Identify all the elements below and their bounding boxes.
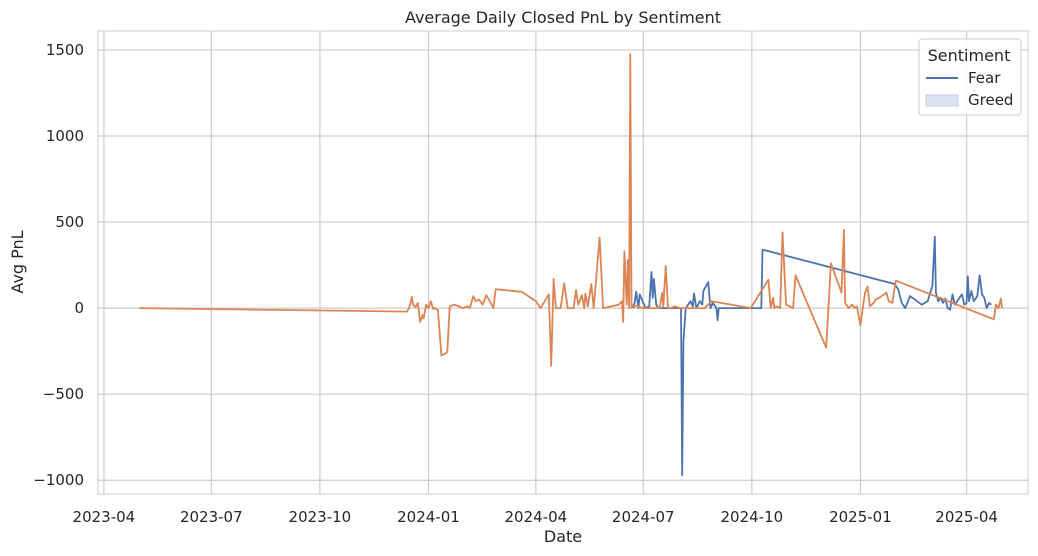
x-tick-label: 2025-01	[829, 508, 892, 526]
x-axis-title: Date	[544, 527, 582, 546]
x-tick-label: 2023-04	[73, 508, 136, 526]
chart-title: Average Daily Closed PnL by Sentiment	[405, 8, 721, 27]
x-tick-label: 2023-10	[289, 508, 352, 526]
legend-label-greed: Greed	[968, 91, 1013, 109]
series-line-fear	[632, 235, 992, 477]
y-tick-label: −1000	[33, 471, 84, 489]
legend-greed-patch-marker	[925, 94, 959, 107]
x-tick-label: 2024-10	[720, 508, 783, 526]
y-tick-label: −500	[43, 385, 84, 403]
y-tick-label: 1000	[46, 127, 84, 145]
legend-label-fear: Fear	[968, 69, 1001, 87]
x-tick-label: 2025-04	[935, 508, 998, 526]
x-tick-label: 2024-01	[397, 508, 460, 526]
legend-title: Sentiment	[928, 46, 1011, 65]
legend: Sentiment Fear Greed	[918, 38, 1022, 116]
x-axis-ticks: 2023-04 2023-07 2023-10 2024-01 2024-04 2024-…	[73, 508, 998, 526]
y-tick-label: 1500	[46, 41, 84, 59]
x-tick-label: 2024-07	[612, 508, 675, 526]
series-lines	[139, 53, 1003, 477]
x-tick-label: 2024-04	[505, 508, 568, 526]
series-line-greed	[139, 53, 1003, 367]
grid-lines	[98, 31, 1028, 494]
plot-area	[97, 30, 1029, 495]
x-tick-label: 2023-07	[180, 508, 243, 526]
y-axis-ticks: −1000 −500 0 500 1000 1500	[33, 41, 84, 489]
y-axis-title: Avg PnL	[8, 230, 27, 293]
y-tick-label: 0	[74, 299, 84, 317]
y-tick-label: 500	[55, 213, 84, 231]
